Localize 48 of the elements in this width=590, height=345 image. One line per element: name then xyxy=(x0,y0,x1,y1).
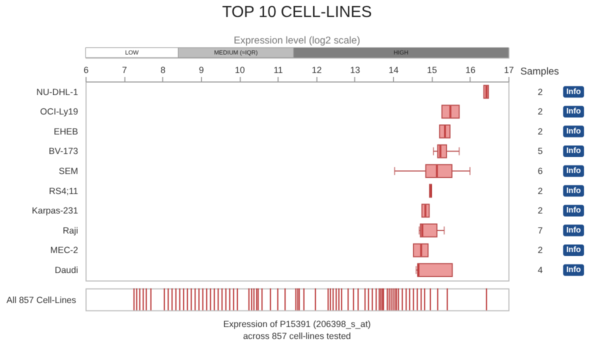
x-tick-label: 10 xyxy=(234,65,245,76)
y-tick-label: Karpas-231 xyxy=(32,206,78,216)
x-tick-label: 14 xyxy=(388,65,399,76)
x-axis-title: Expression level (log2 scale) xyxy=(234,36,360,47)
x-tick-label: 16 xyxy=(465,65,476,76)
text: Info xyxy=(566,245,582,254)
text: Info xyxy=(566,106,582,116)
x-tick-label: 15 xyxy=(427,65,438,76)
y-tick-label: OCI-Ly19 xyxy=(40,106,78,117)
x-tick-label: 8 xyxy=(160,65,166,76)
text: Info xyxy=(566,126,582,136)
x-tick-label: 13 xyxy=(350,65,360,76)
text: 2 xyxy=(538,106,543,117)
y-tick-label: SEM xyxy=(58,166,78,176)
text: 6 xyxy=(538,166,543,176)
text: Info xyxy=(566,86,582,96)
y-tick-label: NU-DHL-1 xyxy=(36,86,78,97)
text: 2 xyxy=(538,245,543,256)
y-tick-label: BV-173 xyxy=(48,146,78,156)
text: Expression of P15391 (206398_s_at) xyxy=(223,319,371,330)
y-tick-label: Daudi xyxy=(54,265,78,276)
text: Info xyxy=(566,166,582,176)
text: 2 xyxy=(538,86,543,97)
text: across 857 cell-lines tested xyxy=(243,331,351,342)
text: Info xyxy=(566,265,582,274)
x-tick-label: 11 xyxy=(274,65,283,76)
text: 4 xyxy=(538,265,543,276)
text: 2 xyxy=(538,126,543,136)
x-tick-label: 7 xyxy=(122,65,128,76)
x-tick-label: 17 xyxy=(504,65,514,76)
x-tick-label: 12 xyxy=(312,65,322,76)
chart-title: TOP 10 CELL-LINES xyxy=(222,4,372,21)
text: 7 xyxy=(538,225,543,236)
text: Info xyxy=(566,186,582,195)
x-tick-label: 6 xyxy=(84,65,89,76)
y-axis-title: All 857 Cell-Lines xyxy=(6,294,77,305)
text: Samples xyxy=(520,66,560,78)
text: 2 xyxy=(538,186,543,196)
text: Info xyxy=(566,206,582,215)
y-tick-label: Raji xyxy=(62,225,78,236)
y-tick-label: MEC-2 xyxy=(50,245,78,256)
text: Info xyxy=(566,225,582,234)
text: Info xyxy=(566,146,582,156)
text: 5 xyxy=(538,146,543,156)
y-tick-label: RS4;11 xyxy=(48,186,78,196)
x-tick-label: 9 xyxy=(198,65,204,76)
y-tick-label: EHEB xyxy=(54,126,78,136)
text: 2 xyxy=(538,206,543,216)
